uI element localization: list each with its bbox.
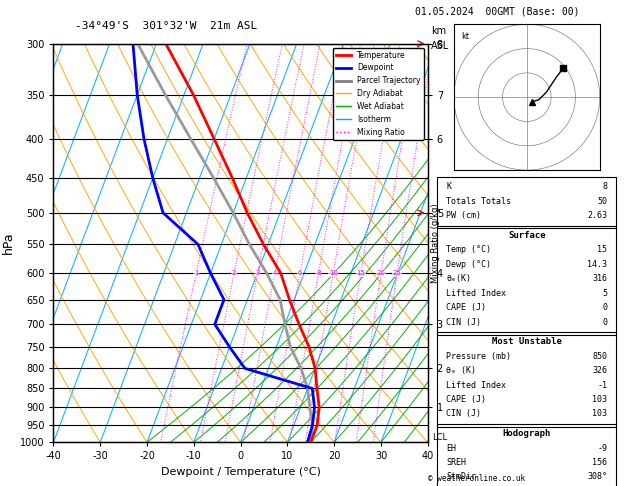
Text: Mixing Ratio (g/kg): Mixing Ratio (g/kg) [431, 203, 440, 283]
Text: 20: 20 [377, 270, 386, 276]
Text: CIN (J): CIN (J) [446, 410, 481, 418]
Text: kt: kt [461, 32, 469, 41]
Text: 156: 156 [593, 458, 608, 467]
Text: 326: 326 [593, 366, 608, 375]
Text: 10: 10 [329, 270, 338, 276]
Text: 3: 3 [255, 270, 260, 276]
Text: LCL: LCL [432, 433, 447, 442]
Text: SREH: SREH [446, 458, 466, 467]
Text: CAPE (J): CAPE (J) [446, 303, 486, 312]
Text: CIN (J): CIN (J) [446, 318, 481, 327]
Text: 103: 103 [593, 410, 608, 418]
Text: 6: 6 [298, 270, 303, 276]
Text: 8: 8 [603, 182, 608, 191]
Text: 15: 15 [598, 245, 608, 255]
Text: 5: 5 [603, 289, 608, 298]
Text: 316: 316 [593, 274, 608, 283]
Text: Temp (°C): Temp (°C) [446, 245, 491, 255]
Legend: Temperature, Dewpoint, Parcel Trajectory, Dry Adiabat, Wet Adiabat, Isotherm, Mi: Temperature, Dewpoint, Parcel Trajectory… [333, 48, 424, 139]
Text: EH: EH [446, 444, 456, 452]
Text: CAPE (J): CAPE (J) [446, 395, 486, 404]
Text: Pressure (mb): Pressure (mb) [446, 352, 511, 361]
Y-axis label: hPa: hPa [1, 232, 14, 254]
Text: -9: -9 [598, 444, 608, 452]
X-axis label: Dewpoint / Temperature (°C): Dewpoint / Temperature (°C) [160, 467, 321, 477]
Text: -34°49'S  301°32'W  21m ASL: -34°49'S 301°32'W 21m ASL [75, 21, 258, 31]
Text: θₑ(K): θₑ(K) [446, 274, 471, 283]
Text: K: K [446, 182, 451, 191]
Text: 308°: 308° [587, 472, 608, 482]
Text: 01.05.2024  00GMT (Base: 00): 01.05.2024 00GMT (Base: 00) [415, 7, 580, 17]
Text: 4: 4 [272, 270, 277, 276]
Text: Surface: Surface [508, 231, 545, 240]
Text: Lifted Index: Lifted Index [446, 289, 506, 298]
Text: km: km [431, 26, 446, 36]
Text: Totals Totals: Totals Totals [446, 197, 511, 206]
Text: ASL: ASL [431, 41, 449, 51]
Text: 14.3: 14.3 [587, 260, 608, 269]
Text: 2.63: 2.63 [587, 211, 608, 220]
Text: Hodograph: Hodograph [503, 429, 551, 438]
Text: θₑ (K): θₑ (K) [446, 366, 476, 375]
Text: 50: 50 [598, 197, 608, 206]
Text: 1: 1 [194, 270, 199, 276]
Text: 103: 103 [593, 395, 608, 404]
Text: PW (cm): PW (cm) [446, 211, 481, 220]
Text: 15: 15 [357, 270, 365, 276]
Text: 850: 850 [593, 352, 608, 361]
Text: Lifted Index: Lifted Index [446, 381, 506, 390]
Text: 0: 0 [603, 303, 608, 312]
Text: 25: 25 [392, 270, 401, 276]
Text: 0: 0 [603, 318, 608, 327]
Text: 8: 8 [316, 270, 321, 276]
Text: 2: 2 [232, 270, 237, 276]
Text: -1: -1 [598, 381, 608, 390]
Text: Most Unstable: Most Unstable [492, 337, 562, 347]
Text: Dewp (°C): Dewp (°C) [446, 260, 491, 269]
Text: © weatheronline.co.uk: © weatheronline.co.uk [428, 474, 525, 483]
Text: StmDir: StmDir [446, 472, 476, 482]
